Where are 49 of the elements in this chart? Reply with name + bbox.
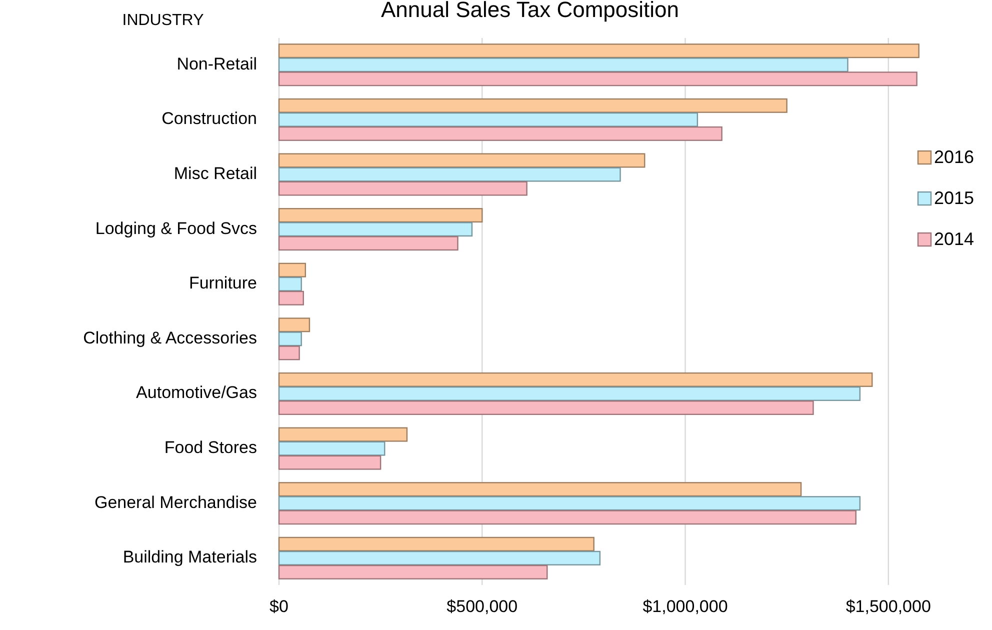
bar bbox=[278, 455, 382, 470]
bar bbox=[278, 153, 646, 168]
bar bbox=[278, 58, 848, 72]
y-axis-title: INDUSTRY bbox=[122, 12, 204, 29]
y-tick-label: Construction bbox=[162, 109, 257, 128]
y-tick-label: Building Materials bbox=[122, 548, 257, 567]
legend-label: 2014 bbox=[934, 228, 974, 249]
bar bbox=[278, 236, 458, 251]
legend-label: 2015 bbox=[934, 188, 974, 208]
y-tick-label: Clothing & Accessories bbox=[83, 328, 257, 348]
bar bbox=[278, 536, 594, 552]
x-tick-label: $1,500,000 bbox=[846, 597, 931, 616]
bar bbox=[278, 44, 920, 58]
chart-title: Annual Sales Tax Composition bbox=[381, 0, 679, 22]
x-tick-label: $0 bbox=[270, 597, 288, 616]
bar bbox=[278, 332, 302, 346]
bar bbox=[278, 72, 918, 86]
bar bbox=[278, 427, 408, 442]
bar bbox=[278, 112, 698, 127]
bar bbox=[278, 564, 548, 580]
bar bbox=[278, 496, 861, 511]
bar bbox=[278, 441, 386, 456]
y-tick-label: Furniture bbox=[188, 274, 257, 293]
bar bbox=[278, 550, 601, 566]
bar bbox=[278, 262, 306, 278]
bar bbox=[278, 510, 856, 525]
y-tick-label: Automotive/Gas bbox=[136, 383, 257, 402]
y-tick-label: Lodging & Food Svcs bbox=[95, 218, 257, 238]
bar bbox=[278, 276, 302, 292]
y-tick-label: General Merchandise bbox=[94, 492, 257, 512]
bar bbox=[278, 372, 873, 387]
y-tick-label: Non-Retail bbox=[176, 54, 257, 74]
bar bbox=[278, 318, 310, 332]
bar bbox=[278, 222, 473, 237]
bar bbox=[278, 290, 304, 306]
bar bbox=[278, 181, 528, 196]
y-tick-label: Misc Retail bbox=[174, 164, 257, 183]
bar bbox=[278, 386, 861, 401]
legend-label: 2016 bbox=[934, 146, 974, 167]
bar bbox=[278, 167, 621, 182]
x-tick-label: $1,000,000 bbox=[642, 597, 728, 616]
bar bbox=[278, 346, 300, 360]
bar bbox=[278, 126, 722, 141]
x-tick-label: $500,000 bbox=[446, 597, 518, 616]
bar bbox=[278, 98, 788, 113]
bar bbox=[278, 208, 483, 223]
bar bbox=[278, 482, 802, 497]
bar bbox=[278, 400, 814, 415]
y-tick-label: Food Stores bbox=[164, 438, 257, 458]
